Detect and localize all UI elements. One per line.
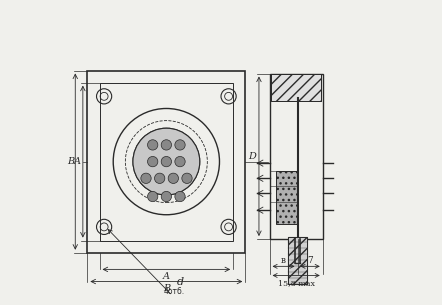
Circle shape (182, 173, 192, 184)
Bar (288, 237, 307, 284)
Circle shape (161, 156, 171, 167)
Bar (88, 70, 245, 253)
Bar (276, 171, 297, 224)
Text: 4отб.: 4отб. (164, 287, 185, 296)
Bar (99, 83, 233, 241)
Text: A: A (163, 271, 170, 281)
Circle shape (141, 173, 151, 184)
Circle shape (168, 173, 179, 184)
Circle shape (175, 156, 185, 167)
Circle shape (155, 173, 165, 184)
Text: в: в (281, 257, 286, 265)
Bar (288, 237, 307, 284)
Text: 7: 7 (307, 257, 313, 265)
Circle shape (148, 140, 158, 150)
Circle shape (161, 140, 171, 150)
Bar (271, 74, 321, 101)
Circle shape (175, 140, 185, 150)
Text: B: B (67, 157, 74, 166)
Text: D: D (248, 152, 256, 161)
Text: d: d (176, 277, 183, 286)
Text: B: B (163, 284, 170, 293)
Circle shape (148, 191, 158, 202)
Circle shape (148, 156, 158, 167)
Bar (271, 74, 321, 101)
Text: A: A (73, 157, 80, 166)
Circle shape (133, 128, 200, 195)
Circle shape (161, 191, 171, 202)
Bar (270, 74, 323, 239)
Circle shape (175, 191, 185, 202)
Text: 15,8 max: 15,8 max (278, 279, 315, 287)
